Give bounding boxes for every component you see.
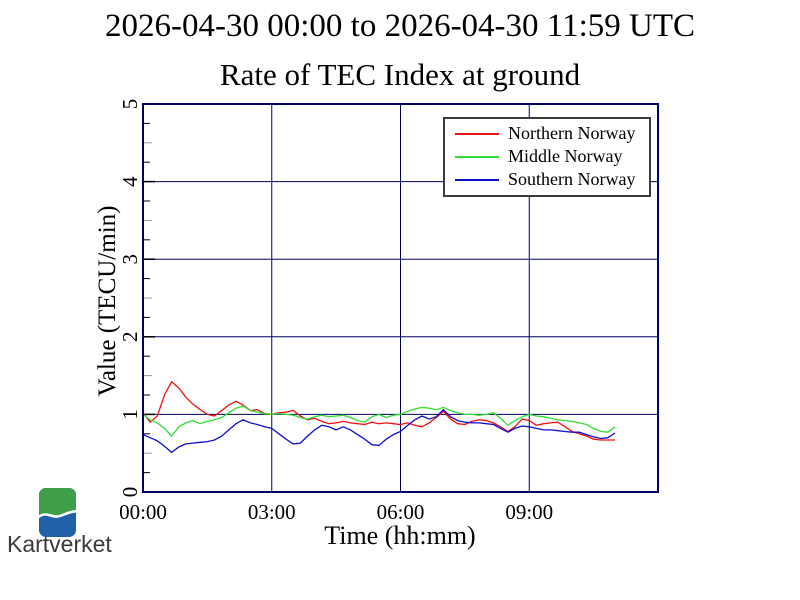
series-line-middle-norway (142, 405, 616, 438)
y-tick-label: 0 (118, 487, 142, 498)
x-tick-label: 00:00 (119, 500, 167, 524)
legend-row-southern: Southern Norway (455, 168, 643, 191)
legend-label: Southern Norway (508, 169, 636, 189)
legend-line-sample (455, 155, 499, 158)
chart-subtitle: Rate of TEC Index at ground (219, 57, 581, 92)
logo-wave (39, 510, 76, 519)
x-tick-label: 03:00 (248, 500, 296, 524)
legend: Northern Norway Middle Norway Southern N… (443, 117, 651, 197)
y-tick-label: 1 (118, 409, 142, 420)
x-tick-label: 06:00 (377, 500, 425, 524)
kartverket-wordmark: Kartverket (7, 531, 112, 557)
legend-line-sample (455, 132, 499, 135)
legend-line-sample (455, 178, 499, 181)
series-line-northern-norway (142, 380, 616, 441)
y-tick-label: 5 (118, 99, 142, 110)
legend-row-middle: Middle Norway (455, 145, 643, 168)
legend-row-northern: Northern Norway (455, 122, 643, 145)
plot-area: 0 1 2 3 4 5 00:00 03:00 06:00 09:00 (118, 99, 659, 524)
y-tick-label: 4 (118, 176, 142, 187)
legend-label: Middle Norway (508, 146, 623, 166)
y-tick-label: 2 (118, 332, 142, 343)
x-tick-label: 09:00 (505, 500, 553, 524)
logo-green-shape (39, 488, 76, 516)
y-tick-label: 3 (118, 254, 142, 265)
legend-label: Northern Norway (508, 123, 636, 143)
series-line-southern-norway (142, 408, 616, 454)
kartverket-logo-icon (39, 488, 76, 537)
x-axis-label: Time (hh:mm) (324, 521, 476, 550)
plot-frame (142, 103, 659, 493)
chart-title: 2026-04-30 00:00 to 2026-04-30 11:59 UTC (105, 8, 695, 44)
